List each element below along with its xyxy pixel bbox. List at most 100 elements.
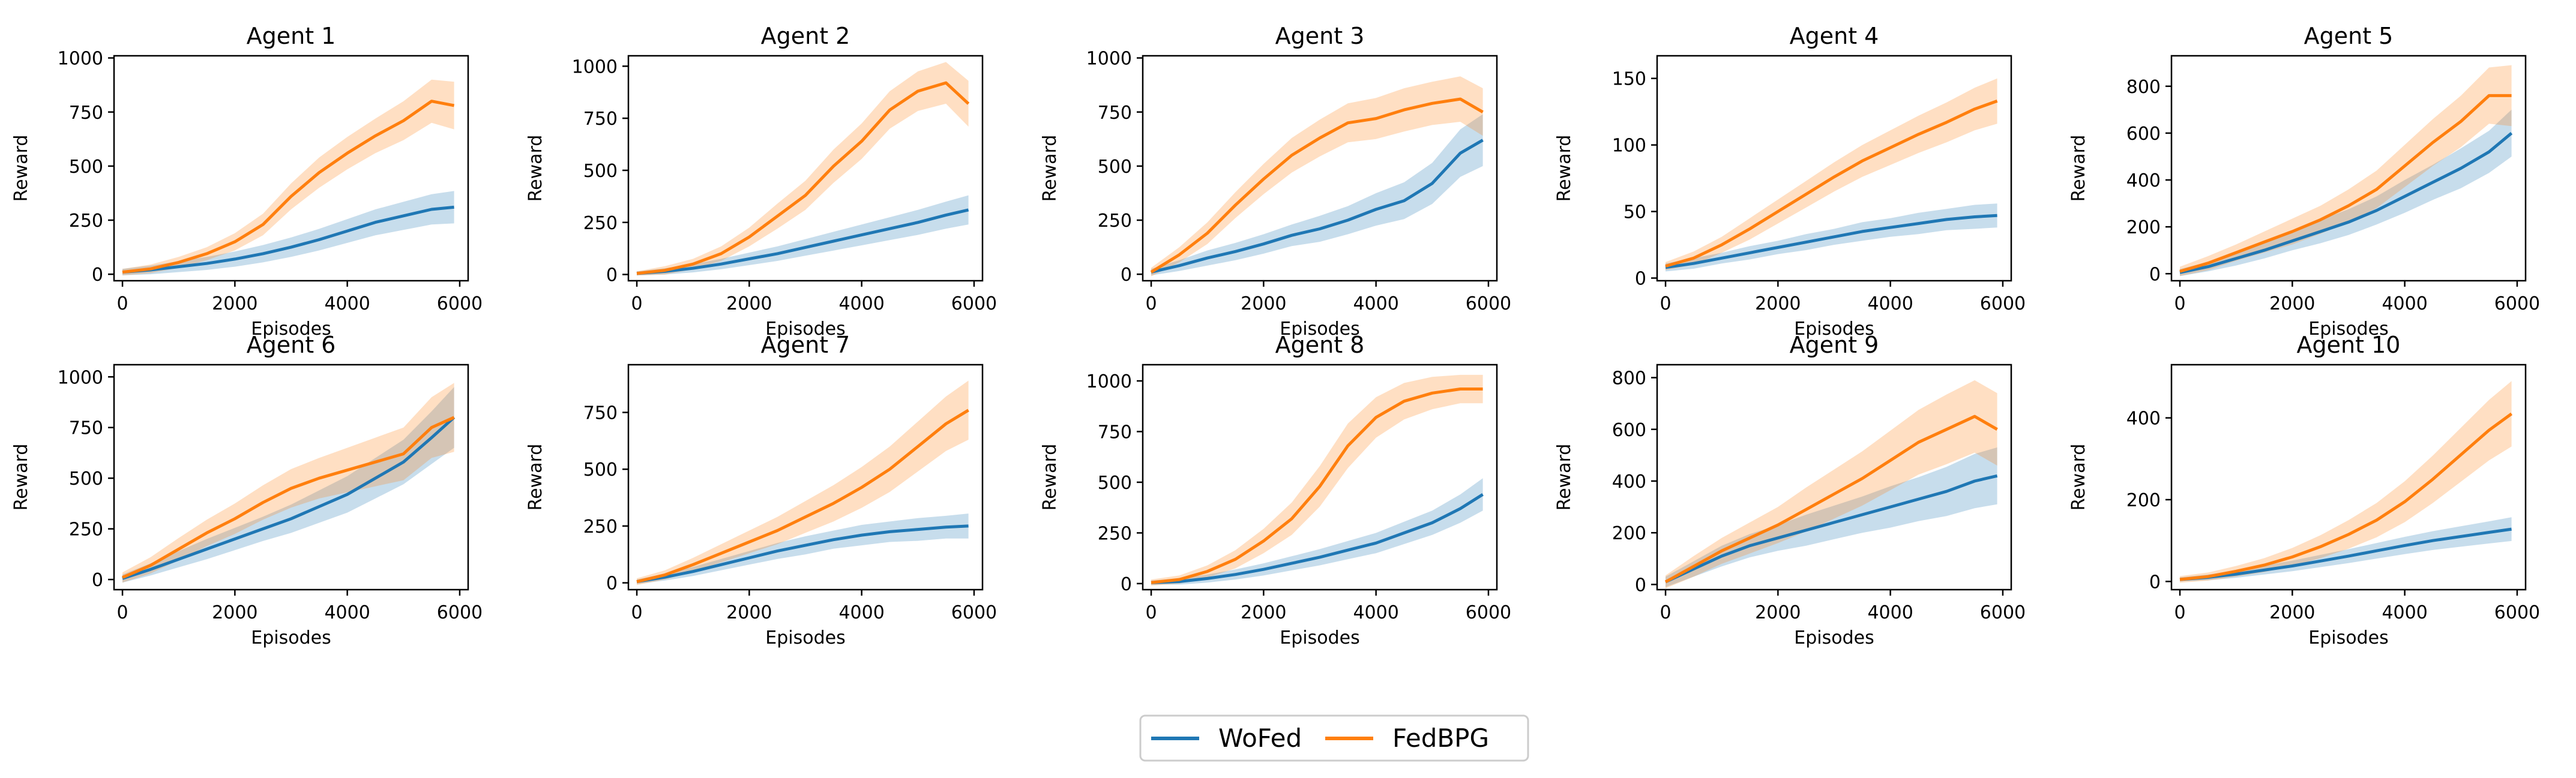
x-tick-label: 2000 bbox=[212, 293, 257, 314]
y-tick-label: 500 bbox=[69, 468, 103, 489]
subplot-3: 0 2000 4000 6000 0 250 500 750 1000 Agent 3 Episod… bbox=[1040, 23, 1511, 340]
y-tick-label: 0 bbox=[1635, 269, 1646, 290]
y-axis-label: Reward bbox=[11, 444, 32, 511]
subplot-title: Agent 8 bbox=[1275, 332, 1365, 358]
line-fedbpg bbox=[122, 100, 455, 274]
y-axis-label: Reward bbox=[525, 444, 546, 511]
x-axis-label: Episodes bbox=[1794, 627, 1874, 648]
line-fedbpg bbox=[1665, 100, 1998, 268]
y-tick-label: 200 bbox=[1612, 523, 1646, 544]
y-tick-label: 750 bbox=[583, 109, 618, 130]
band-fedbpg bbox=[2180, 65, 2512, 277]
x-tick-label: 0 bbox=[1146, 293, 1157, 314]
x-tick-label: 2000 bbox=[2269, 602, 2315, 623]
x-axis-label: Episodes bbox=[1280, 627, 1359, 648]
y-tick-label: 400 bbox=[1612, 471, 1646, 492]
x-tick-label: 4000 bbox=[2382, 602, 2427, 623]
plot-area bbox=[1150, 76, 1484, 277]
line-fedbpg bbox=[636, 408, 969, 584]
x-tick-label: 4000 bbox=[838, 293, 884, 314]
subplot-title: Agent 5 bbox=[2304, 23, 2394, 49]
line-fedbpg bbox=[1151, 388, 1483, 584]
y-tick-label: 250 bbox=[69, 211, 103, 232]
y-tick-label: 500 bbox=[1098, 473, 1132, 494]
band-wofed bbox=[1151, 478, 1483, 585]
subplot-4: 0 2000 4000 6000 0 50 100 150 Agent 4 Episodes Rew… bbox=[1554, 23, 2026, 340]
y-tick-label: 750 bbox=[583, 403, 618, 424]
y-tick-label: 250 bbox=[69, 519, 103, 540]
y-axis-label: Reward bbox=[1554, 444, 1575, 511]
subplot-title: Agent 6 bbox=[247, 332, 336, 358]
x-tick-label: 6000 bbox=[2494, 293, 2540, 314]
y-tick-label: 200 bbox=[2126, 490, 2161, 511]
plot-area bbox=[2179, 381, 2513, 583]
x-tick-label: 2000 bbox=[2269, 293, 2315, 314]
x-tick-label: 6000 bbox=[1466, 602, 1511, 623]
subplot-title: Agent 2 bbox=[761, 23, 850, 49]
legend-label-fedbpg: FedBPG bbox=[1392, 723, 1489, 753]
x-tick-label: 4000 bbox=[324, 293, 370, 314]
line-wofed bbox=[1665, 214, 1997, 269]
plot-area bbox=[2179, 65, 2513, 277]
x-tick-label: 0 bbox=[631, 293, 643, 314]
y-tick-label: 0 bbox=[1635, 575, 1646, 596]
x-tick-label: 0 bbox=[117, 293, 128, 314]
y-axis-label: Reward bbox=[2068, 135, 2089, 202]
subplot-1: 0 2000 4000 6000 0 250 500 750 1000 Agent 1 Episod… bbox=[11, 23, 483, 340]
x-tick-label: 4000 bbox=[1867, 602, 1913, 623]
x-axis-label: Episodes bbox=[1794, 319, 1874, 340]
band-fedbpg bbox=[2180, 381, 2512, 583]
x-tick-label: 2000 bbox=[1755, 293, 1801, 314]
y-tick-label: 500 bbox=[69, 157, 103, 178]
y-tick-label: 500 bbox=[583, 459, 618, 480]
x-tick-label: 6000 bbox=[437, 293, 483, 314]
axes-frame bbox=[1142, 364, 1498, 591]
x-axis-label: Episodes bbox=[251, 319, 331, 340]
y-tick-label: 200 bbox=[2126, 217, 2161, 238]
legend-label-wofed: WoFed bbox=[1218, 723, 1302, 753]
y-tick-label: 400 bbox=[2126, 408, 2161, 429]
line-fedbpg bbox=[2179, 94, 2512, 273]
line-wofed bbox=[2179, 131, 2513, 274]
line-wofed bbox=[636, 208, 969, 275]
line-fedbpg bbox=[122, 416, 455, 579]
y-tick-label: 1000 bbox=[58, 367, 103, 388]
axes-frame bbox=[1142, 55, 1498, 282]
plot-area bbox=[1665, 78, 1998, 272]
y-tick-label: 500 bbox=[1098, 157, 1132, 178]
y-tick-label: 1000 bbox=[1086, 49, 1132, 70]
x-tick-label: 2000 bbox=[1241, 293, 1286, 314]
y-tick-label: 750 bbox=[69, 103, 103, 124]
y-tick-label: 750 bbox=[1098, 103, 1132, 124]
y-tick-label: 400 bbox=[2126, 170, 2161, 191]
subplot-7: 0 2000 4000 6000 0 250 500 750 Agent 7 Episodes Re… bbox=[525, 332, 997, 648]
x-tick-label: 0 bbox=[2174, 602, 2186, 623]
x-tick-label: 6000 bbox=[437, 602, 483, 623]
axes-frame bbox=[113, 55, 469, 282]
y-tick-label: 0 bbox=[92, 570, 103, 591]
band-wofed bbox=[2180, 109, 2512, 277]
band-fedbpg bbox=[122, 79, 454, 275]
y-tick-label: 250 bbox=[583, 213, 618, 234]
plot-area bbox=[122, 383, 456, 583]
legend: WoFed FedBPG bbox=[1139, 714, 1529, 762]
line-fedbpg bbox=[2179, 412, 2513, 581]
subplot-5: 0 2000 4000 6000 0 200 400 600 800 Agent 5 Episode… bbox=[2068, 23, 2540, 340]
x-tick-label: 2000 bbox=[726, 293, 772, 314]
x-tick-label: 0 bbox=[1660, 293, 1672, 314]
band-wofed bbox=[122, 191, 454, 275]
band-fedbpg bbox=[1151, 374, 1483, 586]
y-tick-label: 250 bbox=[1098, 523, 1132, 544]
x-axis-label: Episodes bbox=[765, 627, 845, 648]
x-tick-label: 6000 bbox=[1980, 602, 2026, 623]
axes-frame bbox=[627, 364, 984, 591]
y-tick-label: 800 bbox=[1612, 368, 1646, 389]
line-fedbpg bbox=[636, 81, 970, 275]
y-tick-label: 600 bbox=[2126, 124, 2161, 145]
line-wofed bbox=[1664, 474, 1998, 584]
band-wofed bbox=[637, 195, 969, 276]
line-wofed bbox=[636, 524, 969, 584]
y-tick-label: 50 bbox=[1624, 202, 1646, 223]
